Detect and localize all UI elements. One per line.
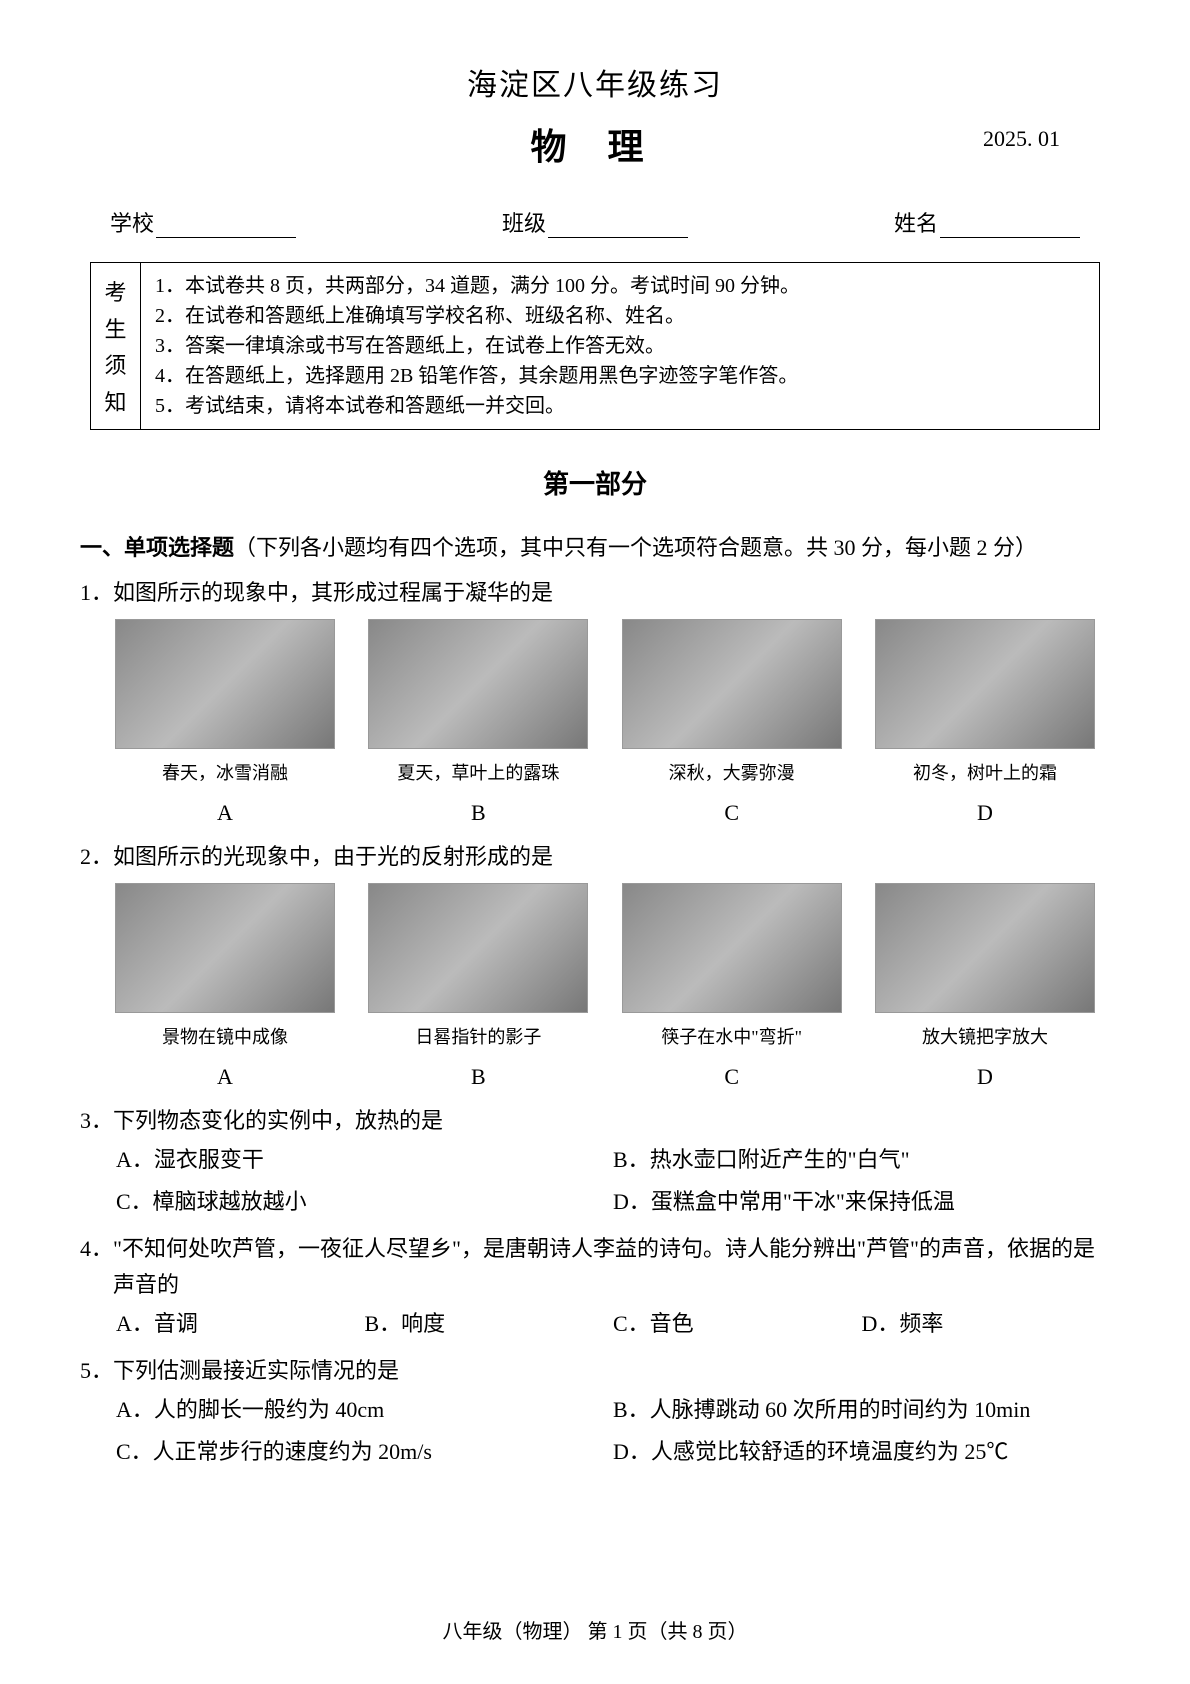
image-placeholder [875,883,1095,1013]
section-prefix: 一、单项选择题 [80,535,234,560]
part-title: 第一部分 [80,464,1110,501]
header-subject: 物 理 [530,118,659,170]
image-placeholder [368,619,588,749]
page-footer: 八年级（物理） 第 1 页（共 8 页） [0,1615,1190,1644]
q1-num: 1． [80,575,113,611]
q5-options: A．人的脚长一般约为 40cm B．人脉搏跳动 60 次所用的时间约为 10mi… [116,1389,1110,1473]
question-5: 5． 下列估测最接近实际情况的是 A．人的脚长一般约为 40cm B．人脉搏跳动… [80,1353,1110,1473]
class-label: 班级 [502,206,546,238]
section-title: 一、单项选择题（下列各小题均有四个选项，其中只有一个选项符合题意。共 30 分，… [80,531,1110,565]
q2-letter-c: C [724,1059,739,1095]
q5-opt-c: C．人正常步行的速度约为 20m/s [116,1431,613,1473]
notice-char-4: 知 [104,385,126,417]
notice-item: 4．在答题纸上，选择题用 2B 铅笔作答，其余题用黑色字迹签字笔作答。 [155,361,1085,391]
q4-opt-b: B．响度 [365,1303,614,1345]
q3-opt-a: A．湿衣服变干 [116,1139,613,1181]
notice-item: 3．答案一律填涂或书写在答题纸上，在试卷上作答无效。 [155,331,1085,361]
notice-box: 考 生 须 知 1．本试卷共 8 页，共两部分，34 道题，满分 100 分。考… [90,262,1100,430]
q5-num: 5． [80,1353,113,1389]
field-class: 班级 [502,206,688,238]
image-placeholder [115,883,335,1013]
q5-stem: 下列估测最接近实际情况的是 [113,1353,1110,1389]
q2-cap-b: 日晷指针的影子 [415,1019,541,1055]
image-placeholder [368,883,588,1013]
q1-cap-b: 夏天，草叶上的露珠 [397,755,559,791]
q3-options: A．湿衣服变干 B．热水壶口附近产生的"白气" C．樟脑球越放越小 D．蛋糕盒中… [116,1139,1110,1223]
question-3: 3． 下列物态变化的实例中，放热的是 A．湿衣服变干 B．热水壶口附近产生的"白… [80,1103,1110,1223]
question-1: 1． 如图所示的现象中，其形成过程属于凝华的是 春天，冰雪消融 A 夏天，草叶上… [80,575,1110,831]
q1-img-d: 初冬，树叶上的霜 D [870,619,1100,831]
q2-stem: 如图所示的光现象中，由于光的反射形成的是 [113,839,1110,875]
q2-cap-c: 筷子在水中"弯折" [661,1019,802,1055]
q1-cap-a: 春天，冰雪消融 [162,755,288,791]
notice-char-3: 须 [104,348,126,380]
header: 海淀区八年级练习 物 理 2025. 01 [80,60,1110,170]
header-title: 海淀区八年级练习 [80,60,1110,104]
q1-letter-d: D [977,795,993,831]
q5-opt-a: A．人的脚长一般约为 40cm [116,1389,613,1431]
question-2: 2． 如图所示的光现象中，由于光的反射形成的是 景物在镜中成像 A 日晷指针的影… [80,839,1110,1095]
q2-cap-d: 放大镜把字放大 [922,1019,1048,1055]
school-line[interactable] [156,214,296,238]
notice-item: 1．本试卷共 8 页，共两部分，34 道题，满分 100 分。考试时间 90 分… [155,271,1085,301]
notice-char-1: 考 [104,275,126,307]
q4-opt-a: A．音调 [116,1303,365,1345]
q2-cap-a: 景物在镜中成像 [162,1019,288,1055]
q1-img-b: 夏天，草叶上的露珠 B [363,619,593,831]
q3-opt-c: C．樟脑球越放越小 [116,1181,613,1223]
q3-opt-d: D．蛋糕盒中常用"干冰"来保持低温 [613,1181,1110,1223]
q1-img-c: 深秋，大雾弥漫 C [617,619,847,831]
q2-letter-a: A [217,1059,233,1095]
notice-right: 1．本试卷共 8 页，共两部分，34 道题，满分 100 分。考试时间 90 分… [141,263,1099,429]
q1-letter-b: B [471,795,486,831]
q5-opt-b: B．人脉搏跳动 60 次所用的时间约为 10min [613,1389,1110,1431]
name-label: 姓名 [894,206,938,238]
image-placeholder [622,619,842,749]
q2-img-c: 筷子在水中"弯折" C [617,883,847,1095]
q2-images: 景物在镜中成像 A 日晷指针的影子 B 筷子在水中"弯折" C 放大镜把字放大 … [110,883,1100,1095]
q2-img-a: 景物在镜中成像 A [110,883,340,1095]
school-label: 学校 [110,206,154,238]
q2-letter-d: D [977,1059,993,1095]
image-placeholder [115,619,335,749]
q1-stem: 如图所示的现象中，其形成过程属于凝华的是 [113,575,1110,611]
q2-num: 2． [80,839,113,875]
field-name: 姓名 [894,206,1080,238]
q4-options: A．音调 B．响度 C．音色 D．频率 [116,1303,1110,1345]
notice-char-2: 生 [104,312,126,344]
name-line[interactable] [940,214,1080,238]
q3-opt-b: B．热水壶口附近产生的"白气" [613,1139,1110,1181]
q3-stem: 下列物态变化的实例中，放热的是 [113,1103,1110,1139]
student-fields: 学校 班级 姓名 [110,206,1080,238]
image-placeholder [622,883,842,1013]
q3-num: 3． [80,1103,113,1139]
q1-img-a: 春天，冰雪消融 A [110,619,340,831]
q1-images: 春天，冰雪消融 A 夏天，草叶上的露珠 B 深秋，大雾弥漫 C 初冬，树叶上的霜… [110,619,1100,831]
section-desc: （下列各小题均有四个选项，其中只有一个选项符合题意。共 30 分，每小题 2 分… [234,535,1037,560]
q1-letter-a: A [217,795,233,831]
image-placeholder [875,619,1095,749]
q2-img-d: 放大镜把字放大 D [870,883,1100,1095]
notice-item: 2．在试卷和答题纸上准确填写学校名称、班级名称、姓名。 [155,301,1085,331]
q1-cap-d: 初冬，树叶上的霜 [913,755,1057,791]
q5-opt-d: D．人感觉比较舒适的环境温度约为 25℃ [613,1431,1110,1473]
q4-num: 4． [80,1231,113,1303]
q1-cap-c: 深秋，大雾弥漫 [669,755,795,791]
q4-opt-c: C．音色 [613,1303,862,1345]
q2-letter-b: B [471,1059,486,1095]
notice-item: 5．考试结束，请将本试卷和答题纸一并交回。 [155,391,1085,421]
q2-img-b: 日晷指针的影子 B [363,883,593,1095]
notice-left: 考 生 须 知 [91,263,141,429]
class-line[interactable] [548,214,688,238]
header-date: 2025. 01 [983,126,1060,152]
question-4: 4． "不知何处吹芦管，一夜征人尽望乡"，是唐朝诗人李益的诗句。诗人能分辨出"芦… [80,1231,1110,1345]
q1-letter-c: C [724,795,739,831]
q4-stem: "不知何处吹芦管，一夜征人尽望乡"，是唐朝诗人李益的诗句。诗人能分辨出"芦管"的… [113,1231,1110,1303]
q4-opt-d: D．频率 [862,1303,1111,1345]
field-school: 学校 [110,206,296,238]
